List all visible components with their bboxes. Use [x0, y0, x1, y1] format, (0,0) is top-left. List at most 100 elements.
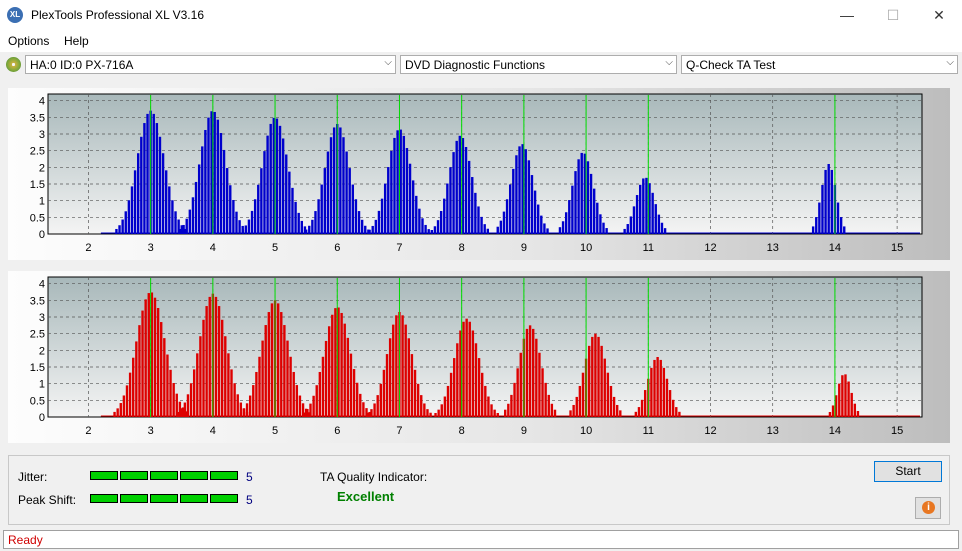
histogram-bar	[546, 228, 549, 234]
histogram-bar	[135, 341, 138, 417]
meter-segment	[90, 494, 118, 503]
histogram-bar	[637, 407, 641, 417]
histogram-bar	[379, 383, 383, 417]
histogram-bar	[140, 136, 143, 234]
x-tick-label: 15	[891, 242, 903, 254]
histogram-bar	[261, 340, 264, 417]
histogram-bar	[367, 412, 370, 417]
minimize-button[interactable]: —	[840, 7, 854, 23]
histogram-bar	[285, 154, 288, 234]
histogram-bar	[147, 293, 150, 417]
histogram-bar	[569, 410, 572, 417]
histogram-bar	[220, 319, 224, 417]
histogram-bar	[446, 385, 450, 417]
start-button[interactable]: Start	[874, 461, 942, 482]
histogram-bar	[152, 113, 155, 234]
histogram-bar	[440, 404, 443, 417]
histogram-bar	[844, 374, 847, 417]
histogram-bar	[367, 229, 370, 234]
histogram-bar	[430, 229, 434, 234]
histogram-bar	[499, 220, 503, 234]
histogram-bar	[260, 168, 263, 234]
y-tick-label: 0.5	[30, 395, 45, 407]
x-tick-label: 6	[334, 242, 340, 254]
jitter-chart: 0 0.5 1 1.5 2 2.5 3 3.5 4 2 3 4 5 6 7 8 9 10 11 12 13 14 15	[30, 93, 923, 254]
histogram-bar	[239, 412, 243, 417]
menu-bar: Options Help	[0, 31, 962, 52]
histogram-bar	[272, 117, 276, 234]
x-tick-label: 13	[767, 425, 779, 437]
histogram-bar	[572, 404, 575, 417]
x-tick-label: 10	[580, 242, 592, 254]
histogram-bar	[308, 225, 311, 234]
histogram-bar	[351, 184, 355, 234]
histogram-bar	[615, 404, 619, 417]
menu-options[interactable]: Options	[8, 34, 50, 48]
x-tick-label: 8	[459, 425, 465, 437]
histogram-bar	[214, 296, 218, 417]
chevron-down-icon: ⌵	[384, 57, 392, 68]
histogram-bar	[640, 399, 644, 417]
histogram-bar	[525, 328, 529, 417]
histogram-bar	[248, 395, 252, 417]
peak-shift-chart: 0 0.5 1 1.5 2 2.5 3 3.5 4 2 3 4 5 6 7 8 9 10 11 12 13 14 15	[30, 276, 923, 437]
histogram-bar	[648, 183, 651, 234]
histogram-bar	[836, 202, 840, 234]
histogram-bar	[424, 224, 427, 234]
peak-shift-label: Peak Shift:	[18, 493, 77, 507]
histogram-bar	[521, 144, 524, 234]
histogram-bar	[603, 358, 606, 417]
histogram-bar	[201, 146, 204, 234]
histogram-bar	[340, 312, 343, 417]
histogram-bar	[843, 226, 846, 234]
histogram-bar	[449, 167, 452, 234]
info-button[interactable]: i	[915, 497, 941, 519]
histogram-bar	[411, 180, 415, 234]
histogram-bar	[368, 229, 371, 234]
histogram-bar	[150, 292, 154, 417]
histogram-bar	[541, 368, 544, 417]
histogram-bar	[288, 171, 291, 234]
function-select[interactable]: DVD Diagnostic Functions ⌵	[400, 55, 677, 74]
histogram-bar	[326, 151, 330, 234]
meter-segment	[90, 471, 118, 480]
histogram-bar	[510, 394, 513, 417]
histogram-bar	[230, 369, 233, 417]
histogram-bar	[192, 369, 196, 417]
histogram-bar	[355, 382, 359, 417]
histogram-bar	[346, 337, 350, 417]
histogram-bar	[390, 150, 393, 234]
histogram-bar	[227, 353, 230, 417]
maximize-button[interactable]: ☐	[886, 7, 900, 23]
histogram-bar	[547, 394, 550, 417]
histogram-bar	[508, 184, 512, 234]
histogram-bar	[247, 219, 251, 234]
histogram-bar	[219, 133, 223, 234]
histogram-bar	[213, 111, 216, 234]
histogram-bar	[295, 385, 299, 417]
x-tick-label: 5	[272, 242, 278, 254]
x-tick-label: 12	[704, 242, 716, 254]
histogram-bar	[507, 403, 510, 417]
histogram-bar	[404, 324, 407, 417]
histogram-bar	[530, 175, 534, 234]
histogram-bar	[146, 113, 149, 234]
test-select[interactable]: Q-Check TA Test ⌵	[681, 55, 958, 74]
histogram-bar	[349, 353, 353, 417]
histogram-bar	[368, 411, 371, 417]
close-button[interactable]: ✕	[933, 7, 945, 23]
histogram-bar	[210, 111, 213, 234]
histogram-bar	[831, 405, 835, 417]
histogram-bar	[263, 151, 266, 234]
histogram-bar	[481, 372, 484, 417]
histogram-bar	[596, 202, 599, 234]
menu-help[interactable]: Help	[64, 34, 89, 48]
histogram-bar	[233, 383, 236, 417]
drive-select[interactable]: HA:0 ID:0 PX-716A ⌵	[25, 55, 396, 74]
histogram-bar	[483, 224, 486, 234]
histogram-bar	[421, 218, 424, 234]
histogram-bar	[493, 409, 496, 417]
histogram-bar	[250, 210, 254, 234]
histogram-bar	[143, 123, 146, 234]
histogram-bar	[416, 383, 420, 417]
